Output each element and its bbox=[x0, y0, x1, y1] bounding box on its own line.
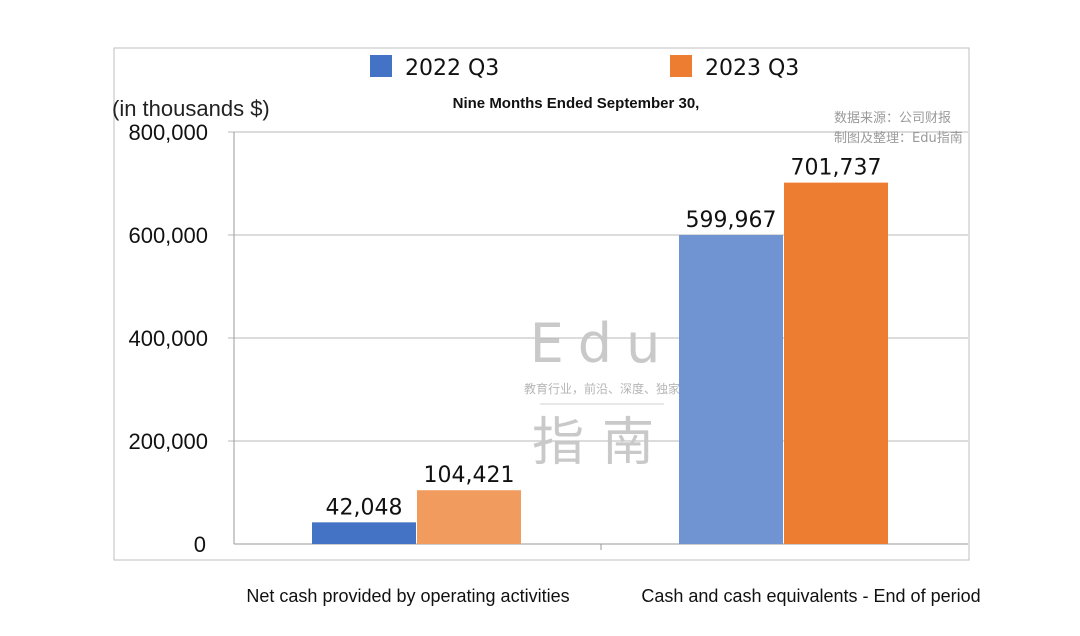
legend: 2022 Q3 2023 Q3 bbox=[370, 55, 799, 81]
legend-swatch-2023-q3 bbox=[670, 55, 692, 77]
bar bbox=[417, 490, 521, 544]
value-labels: 42,048 104,421 599,967 701,737 bbox=[326, 156, 882, 521]
chart-frame bbox=[113, 47, 970, 561]
watermark: Edu 教育行业，前沿、深度、独家 指南 bbox=[524, 312, 680, 473]
y-tick-labels: 0 200,000 400,000 600,000 800,000 bbox=[128, 120, 208, 557]
watermark-brand-cn: 指南 bbox=[532, 413, 672, 473]
chart-title: Nine Months Ended September 30, bbox=[453, 95, 700, 112]
y-axis-label: (in thousands $) bbox=[112, 96, 270, 121]
bars bbox=[312, 182, 888, 544]
legend-swatch-2022-q3 bbox=[370, 55, 392, 77]
y-tick-label: 600,000 bbox=[128, 223, 208, 248]
y-tick-label: 0 bbox=[194, 532, 206, 557]
watermark-tagline: 教育行业，前沿、深度、独家 bbox=[524, 381, 680, 396]
category-label-cash-end: Cash and cash equivalents - End of perio… bbox=[641, 586, 980, 606]
legend-label-2022-q3: 2022 Q3 bbox=[405, 56, 499, 81]
source-note-line1: 数据来源：公司财报 bbox=[834, 111, 951, 126]
watermark-brand: Edu bbox=[530, 312, 675, 375]
bar bbox=[312, 522, 416, 544]
bar-value-label: 42,048 bbox=[326, 495, 403, 520]
bar-value-label: 599,967 bbox=[686, 208, 777, 233]
y-tick-label: 800,000 bbox=[128, 120, 208, 145]
source-note-line2: 制图及整理：Edu指南 bbox=[834, 130, 963, 146]
bar-value-label: 701,737 bbox=[791, 156, 882, 181]
bar bbox=[679, 235, 783, 544]
bar-value-label: 104,421 bbox=[424, 463, 515, 488]
category-label-operating: Net cash provided by operating activitie… bbox=[246, 586, 569, 606]
legend-label-2023-q3: 2023 Q3 bbox=[705, 56, 799, 81]
bar bbox=[784, 182, 888, 544]
y-tick-label: 400,000 bbox=[128, 326, 208, 351]
y-tick-label: 200,000 bbox=[128, 429, 208, 454]
